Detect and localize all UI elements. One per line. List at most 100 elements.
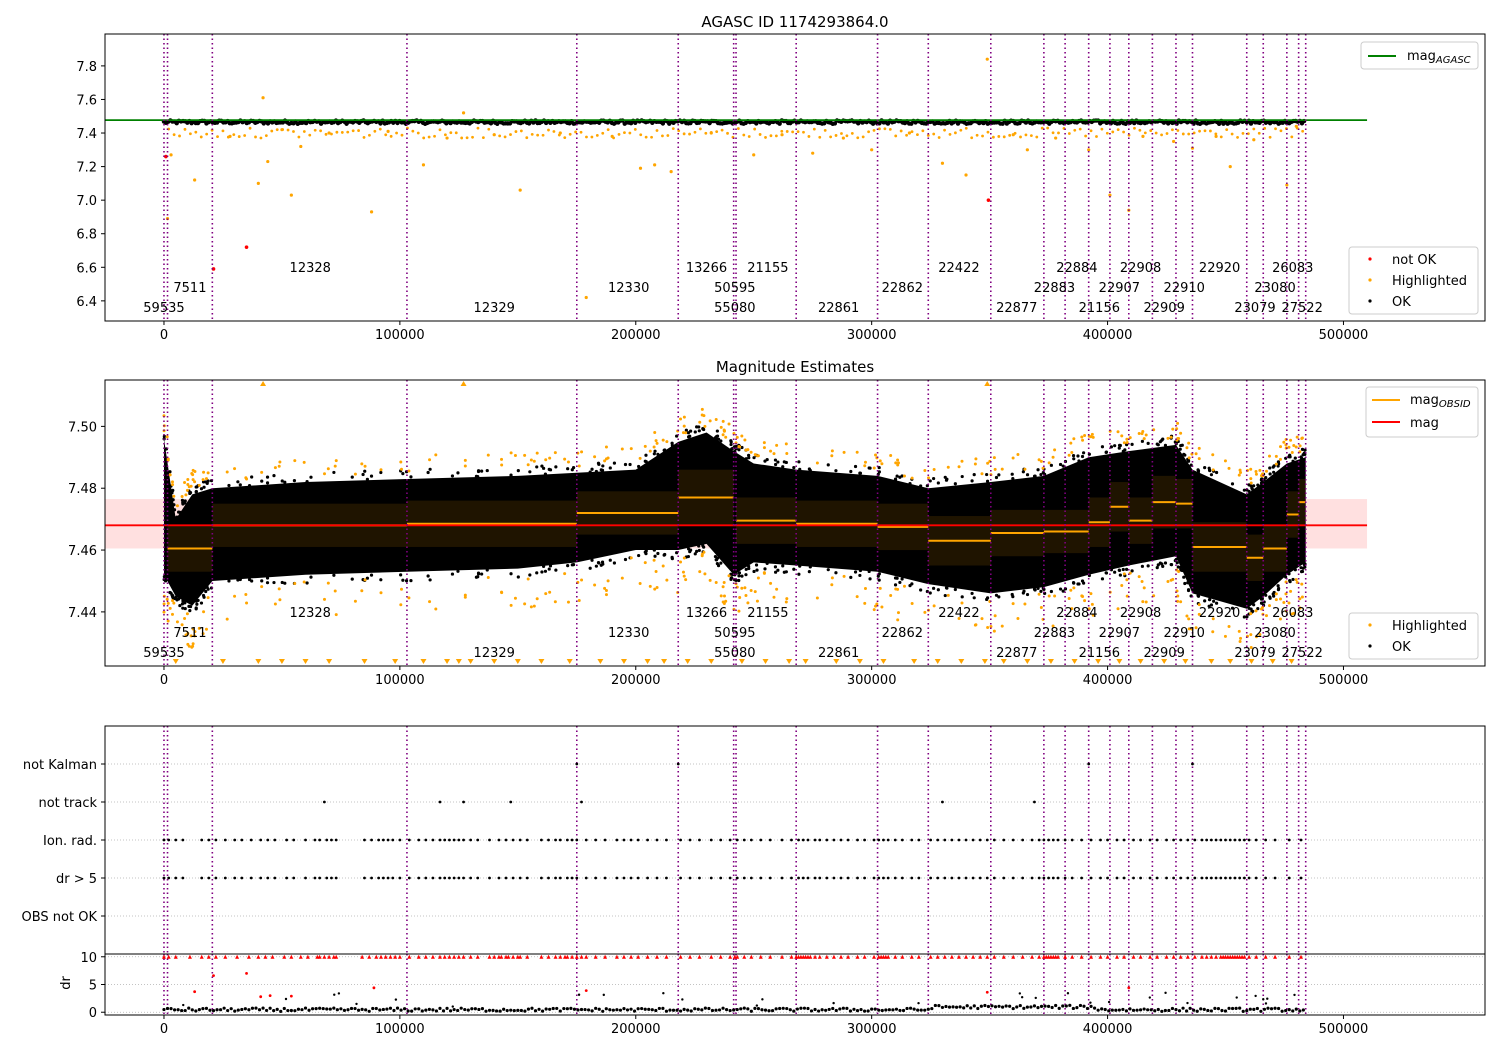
highlighted-point — [762, 441, 766, 445]
dr-point — [954, 1005, 959, 1009]
dr-point — [537, 1007, 541, 1011]
dr-point — [548, 1007, 552, 1011]
y-tick-label: 7.46 — [68, 544, 97, 559]
flag-point — [1254, 876, 1258, 880]
ok-point — [535, 465, 539, 469]
highlighted-point — [492, 133, 496, 137]
highlighted-point — [353, 472, 357, 476]
dr-point — [1124, 1009, 1129, 1013]
dr-point — [448, 1009, 453, 1013]
highlighted-point — [183, 127, 187, 131]
dr-point — [1029, 1005, 1033, 1009]
highlighted-point — [1249, 477, 1253, 481]
flag-category-label: OBS not OK — [22, 910, 98, 925]
dr-point — [356, 1008, 361, 1012]
highlighted-point — [894, 587, 898, 591]
flag-point — [1205, 876, 1209, 880]
ok-point — [877, 578, 881, 582]
highlighted-point — [1000, 624, 1004, 628]
ok-point — [168, 590, 172, 595]
dr-point — [519, 1008, 523, 1013]
highlighted-point — [749, 589, 753, 593]
dr-point — [1064, 1004, 1068, 1008]
ok-point — [1082, 581, 1086, 585]
flag-point — [749, 876, 753, 880]
ok-point — [205, 481, 209, 486]
flag-point — [1186, 838, 1190, 842]
highlighted-point — [872, 128, 876, 132]
highlighted-point — [333, 464, 337, 468]
highlighted-below-range-marker — [1000, 659, 1007, 664]
dr-capped-marker — [1254, 954, 1259, 959]
ok-point — [566, 467, 570, 471]
dr-capped-marker — [709, 954, 714, 959]
dr-capped-marker — [206, 954, 211, 959]
highlighted-point — [1024, 133, 1028, 137]
ok-point — [1301, 566, 1305, 570]
dr-point — [526, 1007, 531, 1011]
dr-point — [721, 1006, 725, 1010]
highlighted-point — [714, 580, 718, 584]
highlighted-point — [661, 134, 664, 138]
highlighted-point — [682, 424, 686, 428]
highlighted-point — [460, 136, 464, 140]
dr-point — [933, 1003, 937, 1008]
flag-point — [417, 838, 421, 842]
dr-point — [1015, 1005, 1019, 1009]
dr-point — [901, 1008, 906, 1013]
dr-capped-marker — [298, 954, 303, 959]
highlighted-point — [603, 586, 607, 590]
highlighted-below-range-marker — [1161, 659, 1168, 664]
dr-capped-marker — [978, 954, 983, 959]
ok-point — [1260, 477, 1264, 481]
y-tick-label: 7.44 — [68, 606, 97, 621]
flag-point — [292, 876, 296, 880]
ok-point — [1287, 455, 1291, 459]
ok-point — [853, 570, 858, 574]
dr-point — [367, 1009, 371, 1013]
highlighted-point — [529, 605, 533, 609]
highlighted-point — [896, 461, 900, 465]
flag-point — [719, 876, 723, 880]
highlighted-point — [193, 480, 197, 484]
dr-point — [1107, 1009, 1111, 1013]
ok-point — [194, 490, 198, 494]
highlighted-point — [724, 599, 728, 603]
highlighted-point — [1144, 433, 1148, 437]
dr-capped-marker — [1164, 954, 1169, 959]
highlighted-point — [168, 606, 172, 610]
highlighted-point — [1260, 474, 1264, 478]
highlighted-point — [769, 134, 773, 138]
ok-point — [1021, 470, 1025, 474]
dr-point — [997, 1004, 1001, 1008]
flag-point — [497, 876, 501, 880]
ok-point — [1163, 561, 1168, 565]
ok-point — [1212, 599, 1216, 603]
dr-capped-marker — [735, 954, 740, 959]
dr-point — [728, 1008, 732, 1013]
flag-point — [233, 876, 237, 880]
flag-point — [971, 876, 975, 880]
dr-outlier-point — [212, 974, 215, 978]
highlighted-point — [780, 129, 784, 133]
highlighted-point — [184, 493, 188, 497]
flag-point — [1122, 876, 1126, 880]
ok-point — [1268, 472, 1272, 476]
highlighted-point — [740, 586, 744, 590]
dr-point — [470, 1007, 474, 1011]
ok-point — [571, 563, 576, 567]
highlighted-point — [762, 446, 766, 450]
ok-point — [944, 478, 949, 482]
highlighted-point — [333, 589, 337, 593]
ok-point — [737, 578, 741, 583]
ok-point — [1076, 454, 1080, 458]
highlighted-point — [1125, 441, 1129, 445]
highlighted-point — [1274, 127, 1277, 131]
dr-capped-marker — [468, 954, 473, 959]
dr-capped-marker — [1263, 954, 1268, 959]
dr-point — [165, 1006, 170, 1011]
highlighted-below-range-marker — [1137, 659, 1144, 664]
ok-point — [409, 579, 413, 583]
highlighted-point — [735, 435, 739, 439]
flag-point — [936, 876, 940, 880]
